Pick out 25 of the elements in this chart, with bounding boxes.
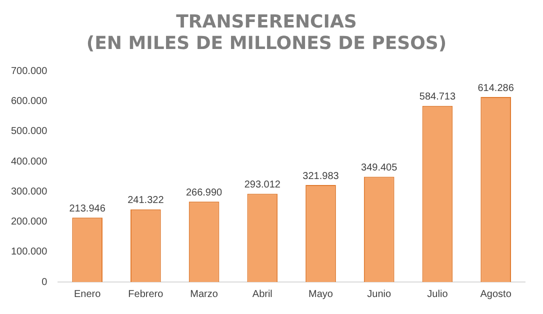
chart-title: TRANSFERENCIAS (EN MILES DE MILLONES DE PESOS)	[86, 11, 447, 54]
y-tick-label: 100.000	[10, 246, 48, 258]
y-tick-label: 500.000	[10, 126, 48, 138]
x-tick-label: Mayo	[308, 288, 334, 300]
data-label: 241.322	[128, 195, 164, 206]
x-tick-label: Julio	[427, 288, 448, 300]
data-label: 584.713	[419, 92, 456, 103]
y-tick-label: 400.000	[10, 156, 48, 168]
data-label: 293.012	[244, 180, 281, 191]
y-tick-label: 700.000	[10, 66, 48, 77]
x-tick-label: Abril	[252, 288, 272, 300]
y-tick-label: 200.000	[10, 216, 48, 228]
x-tick-label: Enero	[74, 288, 102, 300]
x-tick-label: Agosto	[480, 288, 512, 300]
data-label: 266.990	[186, 187, 223, 198]
y-tick-label: 0	[42, 276, 48, 288]
x-tick-label: Junio	[367, 288, 392, 300]
y-tick-label: 300.000	[10, 186, 48, 198]
data-label: 349.405	[361, 162, 398, 174]
data-label: 614.286	[478, 82, 514, 94]
data-label: 321.983	[302, 170, 340, 182]
y-tick-label: 600.000	[10, 96, 48, 108]
x-tick-label: Febrero	[128, 288, 164, 300]
data-label: 213.946	[69, 203, 106, 214]
x-tick-label: Marzo	[190, 288, 218, 300]
